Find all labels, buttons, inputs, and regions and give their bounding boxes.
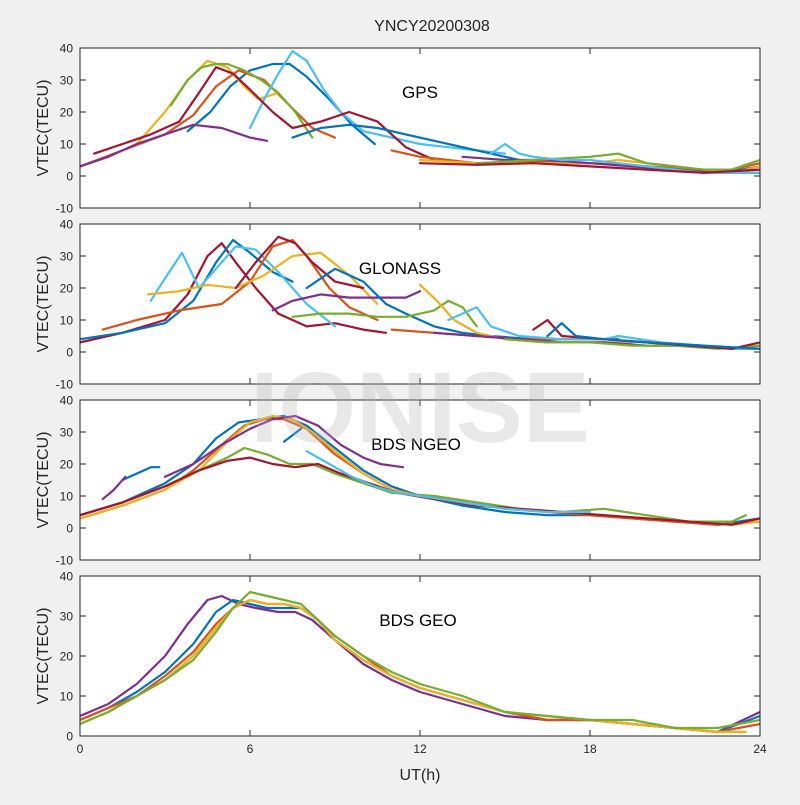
series-line-1	[80, 242, 388, 344]
panel-glonass: -10 0 10 20 30 40 GLONASS VTEC(TECU)	[35, 218, 761, 392]
x-axis-label: UT(h)	[400, 767, 441, 784]
y-tick-label: 0	[66, 730, 73, 744]
y-tick-label: 10	[60, 490, 74, 504]
y-tick-label: 40	[60, 570, 74, 584]
series-group	[80, 235, 760, 350]
series-line-9	[291, 299, 478, 328]
x-tick-label: 24	[753, 742, 767, 756]
y-tick-label: 10	[60, 314, 74, 328]
y-tick-label: 20	[60, 650, 74, 664]
series-line-5	[80, 590, 760, 730]
panel-label: GLONASS	[359, 259, 441, 278]
y-tick-label: 20	[60, 282, 74, 296]
panel-bds-ngeo: -10 0 10 20 30 40 BDS NGEO VTEC(TECU)	[35, 394, 761, 568]
panel-gps: -10 0 10 20 30 40 GPS VTEC(TECU)	[35, 42, 761, 216]
y-tick-label: -10	[56, 378, 74, 392]
y-tick-label: 30	[60, 74, 74, 88]
x-tick-label: 18	[583, 742, 597, 756]
series-line-14	[418, 162, 760, 174]
y-tick-label: -10	[56, 202, 74, 216]
series-line-6	[234, 235, 365, 290]
series-line-4	[101, 238, 379, 331]
panel-label: BDS GEO	[379, 611, 456, 630]
y-tick-label: 30	[60, 426, 74, 440]
x-tick-label: 0	[77, 742, 84, 756]
series-group	[80, 50, 760, 174]
y-tick-label: 0	[66, 346, 73, 360]
series-line-7	[305, 450, 592, 514]
y-tick-label: -10	[56, 554, 74, 568]
y-tick-label: 0	[66, 522, 73, 536]
panels: -10 0 10 20 30 40 GPS VTEC(TECU) -10 0 10 20 30 40 GLO…	[35, 42, 767, 757]
series-line-2	[80, 238, 294, 341]
y-tick-label: 10	[60, 138, 74, 152]
series-line-5	[169, 62, 314, 139]
series-line-16	[546, 322, 760, 350]
x-tick-label: 6	[247, 742, 254, 756]
y-tick-label: 20	[60, 458, 74, 472]
y-axis-label: VTEC(TECU)	[35, 80, 52, 177]
series-line-5	[146, 251, 379, 306]
series-line-6	[248, 50, 507, 155]
y-tick-label: 40	[60, 218, 74, 232]
y-axis-label: VTEC(TECU)	[35, 432, 52, 529]
panel-bds-geo: 0 10 20 30 40 0 6 12 18 24 BDS GEO VTEC(TECU)	[35, 570, 767, 757]
series-line-4	[80, 123, 269, 168]
series-group	[80, 414, 760, 526]
series-line-12	[475, 152, 760, 171]
y-axis-label: VTEC(TECU)	[35, 256, 52, 353]
y-tick-label: 30	[60, 610, 74, 624]
series-line-7	[271, 290, 422, 312]
series-line-4	[163, 414, 405, 478]
x-tick-label: 12	[413, 742, 427, 756]
y-axis-label: VTEC(TECU)	[35, 608, 52, 705]
panel-label: BDS NGEO	[371, 435, 461, 454]
y-tick-label: 30	[60, 250, 74, 264]
series-line-8	[121, 466, 161, 482]
series-line-7	[93, 66, 436, 162]
panel-label: GPS	[402, 83, 438, 102]
watermark: IONISE	[251, 352, 590, 464]
series-line-3	[149, 245, 337, 328]
y-tick-label: 20	[60, 106, 74, 120]
plot-area	[80, 224, 760, 384]
y-tick-label: 40	[60, 394, 74, 408]
y-tick-label: 0	[66, 170, 73, 184]
y-tick-label: 40	[60, 42, 74, 56]
series-line-9	[101, 475, 127, 501]
y-tick-label: 10	[60, 690, 74, 704]
series-line-10	[282, 427, 303, 443]
plot-area	[80, 400, 760, 560]
series-group	[80, 590, 760, 734]
figure-title: YNCY20200308	[374, 18, 490, 35]
